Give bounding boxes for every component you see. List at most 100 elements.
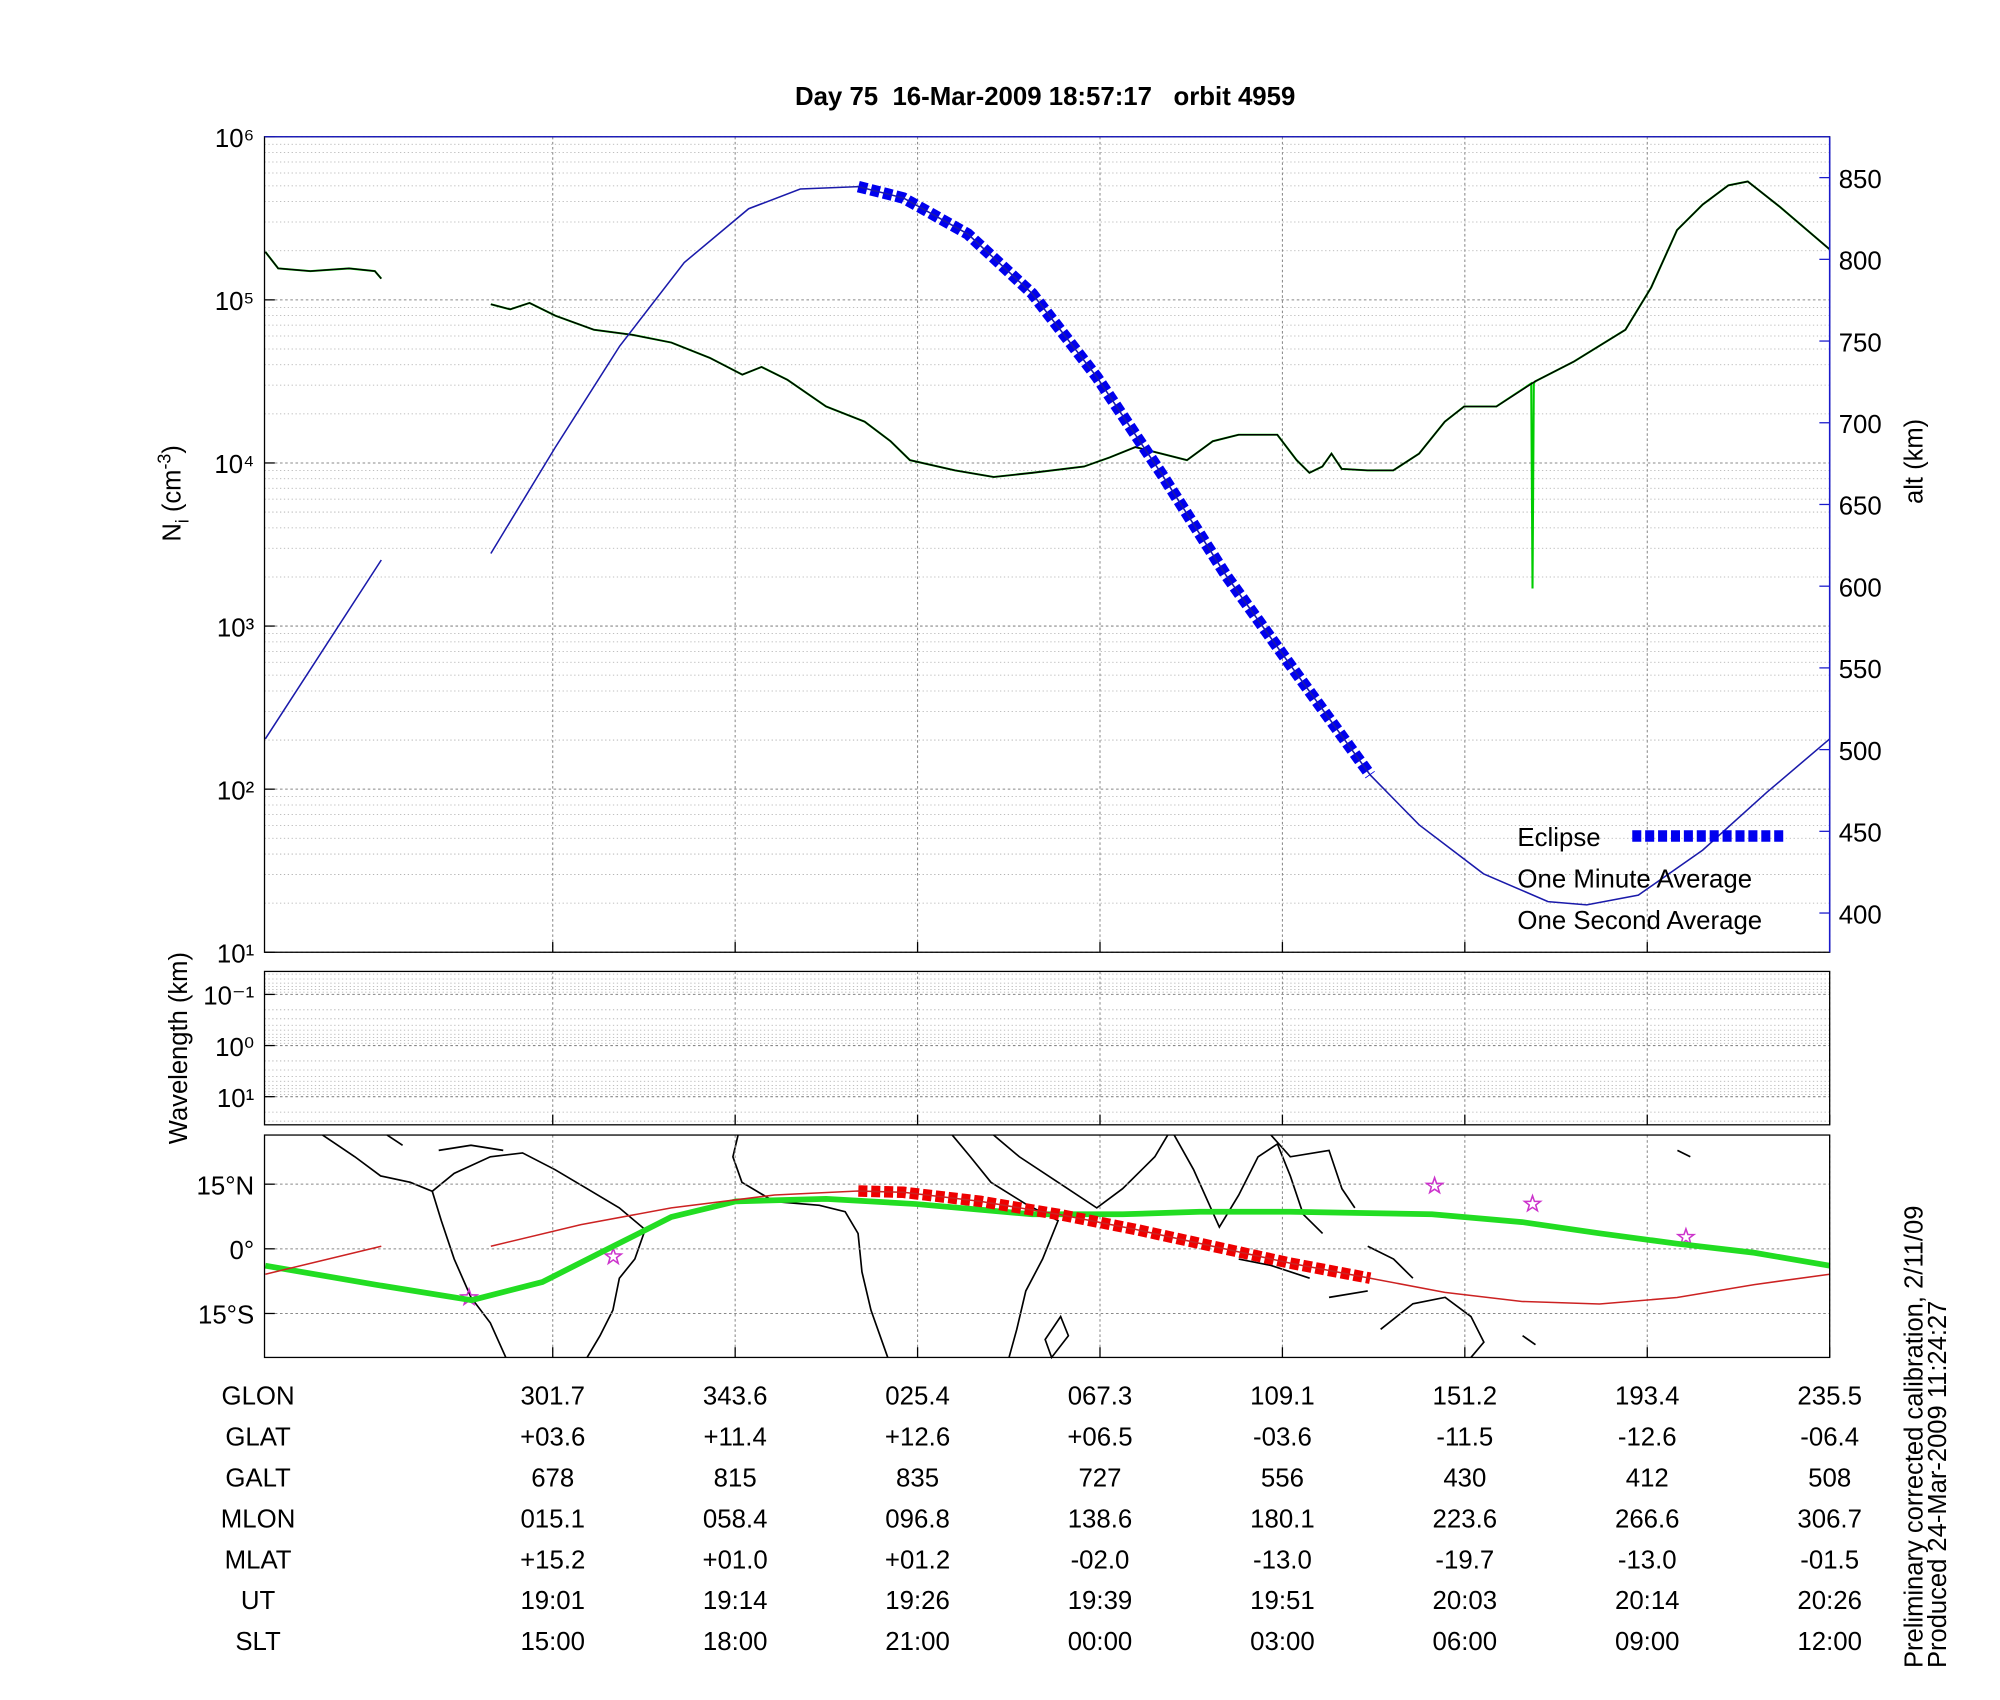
- series-line: [265, 1190, 1830, 1305]
- table-cell: 096.8: [885, 1506, 950, 1534]
- y2-tick-label: 800: [1839, 248, 1882, 276]
- table-cell: 151.2: [1433, 1383, 1498, 1411]
- table-row-label: GALT: [225, 1465, 291, 1493]
- table-cell: 193.4: [1615, 1383, 1680, 1411]
- title: Day 75 16-Mar-2009 18:57:17 orbit 4959: [795, 83, 1295, 111]
- table-cell: 19:01: [520, 1587, 585, 1615]
- y-tick-label: 15°S: [198, 1302, 254, 1330]
- y-axis-label-part: -3: [154, 454, 174, 470]
- star-marker: [603, 1245, 624, 1266]
- y2-tick-label: 700: [1839, 411, 1882, 439]
- y2-tick-label: 400: [1839, 901, 1882, 929]
- y-axis-label: Ni (cm-3): [154, 445, 192, 542]
- table-cell: 09:00: [1615, 1628, 1680, 1656]
- coastline: [993, 1134, 1169, 1209]
- table-row-label: MLAT: [225, 1546, 292, 1574]
- axes-frame: [263, 970, 1831, 1126]
- table-cell: 06:00: [1433, 1628, 1498, 1656]
- y2-tick-label: 850: [1839, 166, 1882, 194]
- footnote: Produced 24-Mar-2009 11:24:27: [1924, 1301, 1952, 1668]
- y2-axis-label: alt (km): [1900, 419, 1928, 504]
- table-cell: 015.1: [520, 1506, 585, 1534]
- y-tick-label: 10⁴: [214, 451, 254, 479]
- coastline: [322, 1134, 647, 1358]
- y-axis-label: Wavelength (km): [165, 952, 193, 1144]
- table-cell: 20:14: [1615, 1587, 1680, 1615]
- table-cell: -02.0: [1071, 1546, 1130, 1574]
- table-cell: -19.7: [1435, 1546, 1494, 1574]
- table-cell: 109.1: [1250, 1383, 1315, 1411]
- table-cell: 138.6: [1068, 1506, 1133, 1534]
- y2-tick-label: 500: [1839, 738, 1882, 766]
- table-cell: 20:03: [1433, 1587, 1498, 1615]
- table-cell: -12.6: [1618, 1424, 1677, 1452]
- table-cell: 067.3: [1068, 1383, 1133, 1411]
- star-marker: [1424, 1175, 1445, 1195]
- y-axis-label-part: N: [159, 523, 187, 541]
- series-line: [264, 180, 1831, 478]
- table-cell: -06.4: [1800, 1424, 1859, 1452]
- coastline: [732, 1134, 889, 1358]
- table-cell: -13.0: [1253, 1546, 1312, 1574]
- coastline: [1380, 1149, 1691, 1358]
- coastlines: [322, 1134, 1691, 1360]
- table-cell: 508: [1808, 1465, 1851, 1493]
- table-cell: 412: [1626, 1465, 1669, 1493]
- y2-tick-label: 650: [1839, 493, 1882, 521]
- table-row-label: GLON: [222, 1383, 295, 1411]
- table-cell: +03.6: [520, 1424, 585, 1452]
- table-cell: 815: [714, 1465, 757, 1493]
- table-row-label: UT: [241, 1587, 276, 1615]
- table-cell: 00:00: [1068, 1628, 1133, 1656]
- star-marker: [1675, 1226, 1697, 1246]
- table-cell: +15.2: [520, 1546, 585, 1574]
- table-row-label: GLAT: [225, 1424, 291, 1452]
- table-cell: 19:39: [1068, 1587, 1133, 1615]
- y-tick-label: 10²: [217, 777, 255, 805]
- y-tick-label: 10⁰: [215, 1034, 254, 1062]
- y2-tick-label: 450: [1839, 820, 1882, 848]
- y-tick-label: 10⁶: [215, 125, 254, 153]
- y-tick-label: 10³: [217, 614, 255, 642]
- coastline: [1173, 1134, 1324, 1235]
- table-cell: 15:00: [520, 1628, 585, 1656]
- table-cell: 058.4: [703, 1506, 768, 1534]
- table-cell: 223.6: [1433, 1506, 1498, 1534]
- y-axis-label-part: (cm: [159, 470, 187, 520]
- table-cell: -01.5: [1800, 1546, 1859, 1574]
- coastline: [431, 1191, 507, 1358]
- coastline: [1238, 1134, 1414, 1299]
- table-cell: +06.5: [1067, 1424, 1132, 1452]
- table-cell: +11.4: [703, 1424, 766, 1452]
- table-row-label: MLON: [221, 1506, 296, 1534]
- table-cell: 235.5: [1797, 1383, 1862, 1411]
- table-cell: 678: [531, 1465, 574, 1493]
- star-marker: [1522, 1193, 1543, 1213]
- table-cell: 19:51: [1250, 1587, 1315, 1615]
- table-cell: 266.6: [1615, 1506, 1680, 1534]
- table-cell: -03.6: [1253, 1424, 1312, 1452]
- table-cell: 03:00: [1250, 1628, 1315, 1656]
- y-tick-label: 15°N: [197, 1173, 255, 1201]
- y2-tick-label: 550: [1839, 656, 1882, 684]
- y-tick-label: 10⁵: [215, 288, 254, 316]
- y-tick-label: 0°: [230, 1237, 255, 1265]
- table-cell: 727: [1078, 1465, 1121, 1493]
- table-cell: 430: [1443, 1465, 1486, 1493]
- table-cell: 180.1: [1250, 1506, 1315, 1534]
- table-row-label: SLT: [235, 1628, 281, 1656]
- y-tick-label: 10¹: [217, 1085, 254, 1113]
- table-cell: -11.5: [1436, 1424, 1493, 1452]
- table-cell: 306.7: [1797, 1506, 1862, 1534]
- table-cell: +01.0: [703, 1546, 768, 1574]
- table-cell: 301.7: [520, 1383, 585, 1411]
- coastline: [951, 1134, 1060, 1358]
- table-cell: +12.6: [885, 1424, 950, 1452]
- y-axis-label-part: ): [159, 445, 187, 454]
- legend-label: One Minute Average: [1517, 866, 1752, 894]
- footnote: Preliminary corrected calibration, 2/11/…: [1900, 1206, 1928, 1669]
- table-cell: 025.4: [885, 1383, 950, 1411]
- axes-frame: [263, 1134, 1831, 1359]
